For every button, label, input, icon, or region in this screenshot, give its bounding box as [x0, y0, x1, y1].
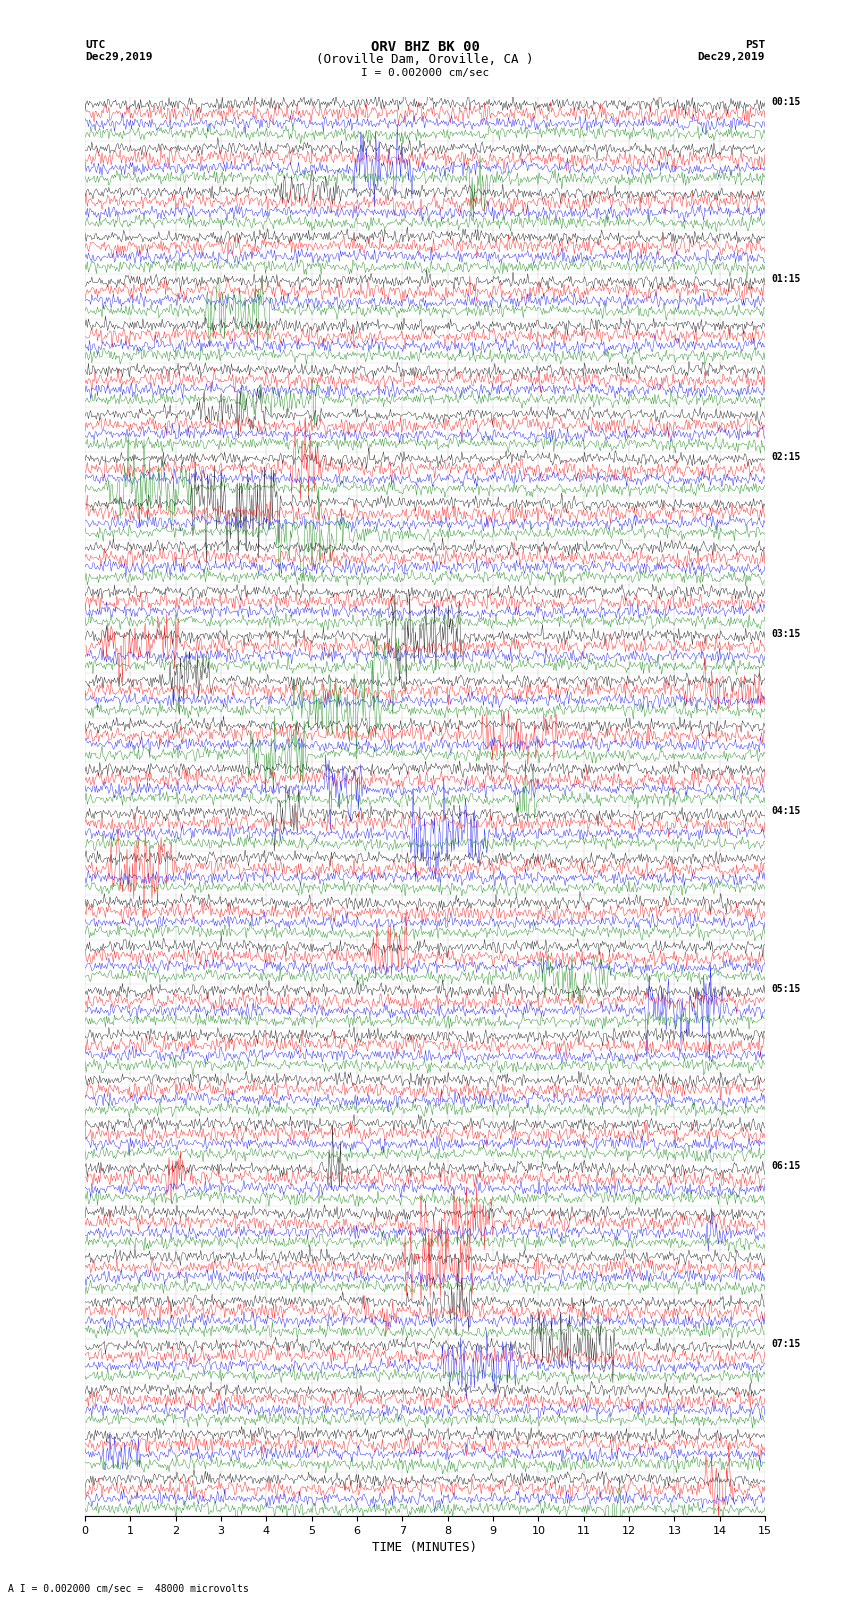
Text: 06:15: 06:15 — [772, 1161, 802, 1171]
Text: 03:15: 03:15 — [772, 629, 802, 639]
Text: A I = 0.002000 cm/sec =  48000 microvolts: A I = 0.002000 cm/sec = 48000 microvolts — [8, 1584, 249, 1594]
Text: PST: PST — [745, 40, 765, 50]
Text: 00:15: 00:15 — [772, 97, 802, 106]
Text: I = 0.002000 cm/sec: I = 0.002000 cm/sec — [361, 68, 489, 77]
X-axis label: TIME (MINUTES): TIME (MINUTES) — [372, 1542, 478, 1555]
Text: 05:15: 05:15 — [772, 984, 802, 994]
Text: 01:15: 01:15 — [772, 274, 802, 284]
Text: (Oroville Dam, Oroville, CA ): (Oroville Dam, Oroville, CA ) — [316, 53, 534, 66]
Text: ORV BHZ BK 00: ORV BHZ BK 00 — [371, 40, 479, 55]
Text: Dec29,2019: Dec29,2019 — [85, 52, 152, 61]
Text: 02:15: 02:15 — [772, 452, 802, 461]
Text: 04:15: 04:15 — [772, 806, 802, 816]
Text: 07:15: 07:15 — [772, 1339, 802, 1348]
Text: UTC: UTC — [85, 40, 105, 50]
Text: Dec29,2019: Dec29,2019 — [698, 52, 765, 61]
